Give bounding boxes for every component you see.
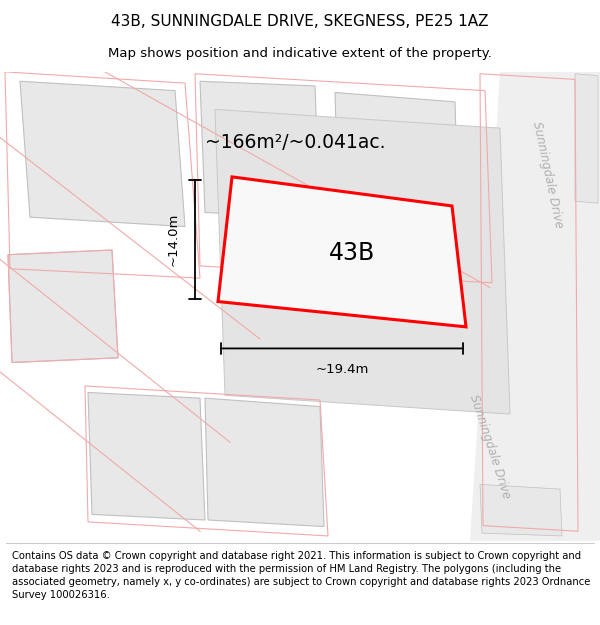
Text: Sunningdale Drive: Sunningdale Drive xyxy=(530,121,566,229)
Text: Sunningdale Drive: Sunningdale Drive xyxy=(467,393,513,501)
Polygon shape xyxy=(218,177,466,327)
Polygon shape xyxy=(215,109,510,414)
Polygon shape xyxy=(335,92,458,205)
Text: ~19.4m: ~19.4m xyxy=(316,362,368,376)
Polygon shape xyxy=(470,72,600,541)
Text: ~166m²/~0.041ac.: ~166m²/~0.041ac. xyxy=(205,132,385,152)
Text: Contains OS data © Crown copyright and database right 2021. This information is : Contains OS data © Crown copyright and d… xyxy=(12,551,590,601)
Polygon shape xyxy=(570,72,600,541)
Polygon shape xyxy=(88,392,205,520)
Polygon shape xyxy=(480,484,562,536)
Polygon shape xyxy=(575,74,598,203)
Polygon shape xyxy=(8,250,118,362)
Text: 43B, SUNNINGDALE DRIVE, SKEGNESS, PE25 1AZ: 43B, SUNNINGDALE DRIVE, SKEGNESS, PE25 1… xyxy=(111,14,489,29)
Polygon shape xyxy=(205,398,324,526)
Text: ~14.0m: ~14.0m xyxy=(167,213,179,266)
Polygon shape xyxy=(200,81,320,217)
Text: 43B: 43B xyxy=(329,241,375,265)
Polygon shape xyxy=(20,81,185,226)
Text: Map shows position and indicative extent of the property.: Map shows position and indicative extent… xyxy=(108,48,492,61)
